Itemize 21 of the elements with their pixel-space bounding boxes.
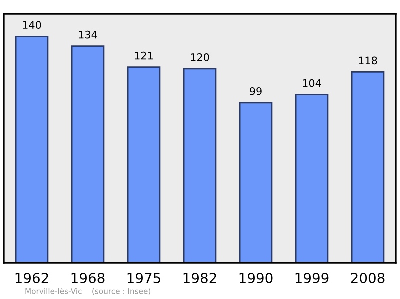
bar	[15, 36, 49, 263]
data-label: 120	[191, 54, 210, 62]
bar	[351, 72, 385, 263]
bar	[239, 102, 273, 263]
data-label: 104	[303, 79, 322, 88]
x-tick-label: 1990	[240, 272, 273, 284]
x-tick-label: 1975	[128, 272, 160, 284]
bar	[183, 68, 217, 263]
bar	[127, 66, 161, 263]
x-tick-label: 2008	[351, 272, 385, 284]
bar	[71, 46, 105, 263]
data-label: 140	[23, 21, 42, 30]
x-tick-label: 1962	[16, 272, 48, 284]
data-label: 99	[250, 87, 262, 96]
bar	[295, 94, 329, 263]
x-tick-label: 1982	[184, 272, 216, 284]
data-label: 121	[135, 52, 153, 60]
data-label: 134	[79, 30, 98, 39]
data-label: 118	[359, 56, 378, 65]
x-tick-label: 1968	[72, 272, 105, 284]
x-tick-label: 1999	[296, 272, 329, 284]
